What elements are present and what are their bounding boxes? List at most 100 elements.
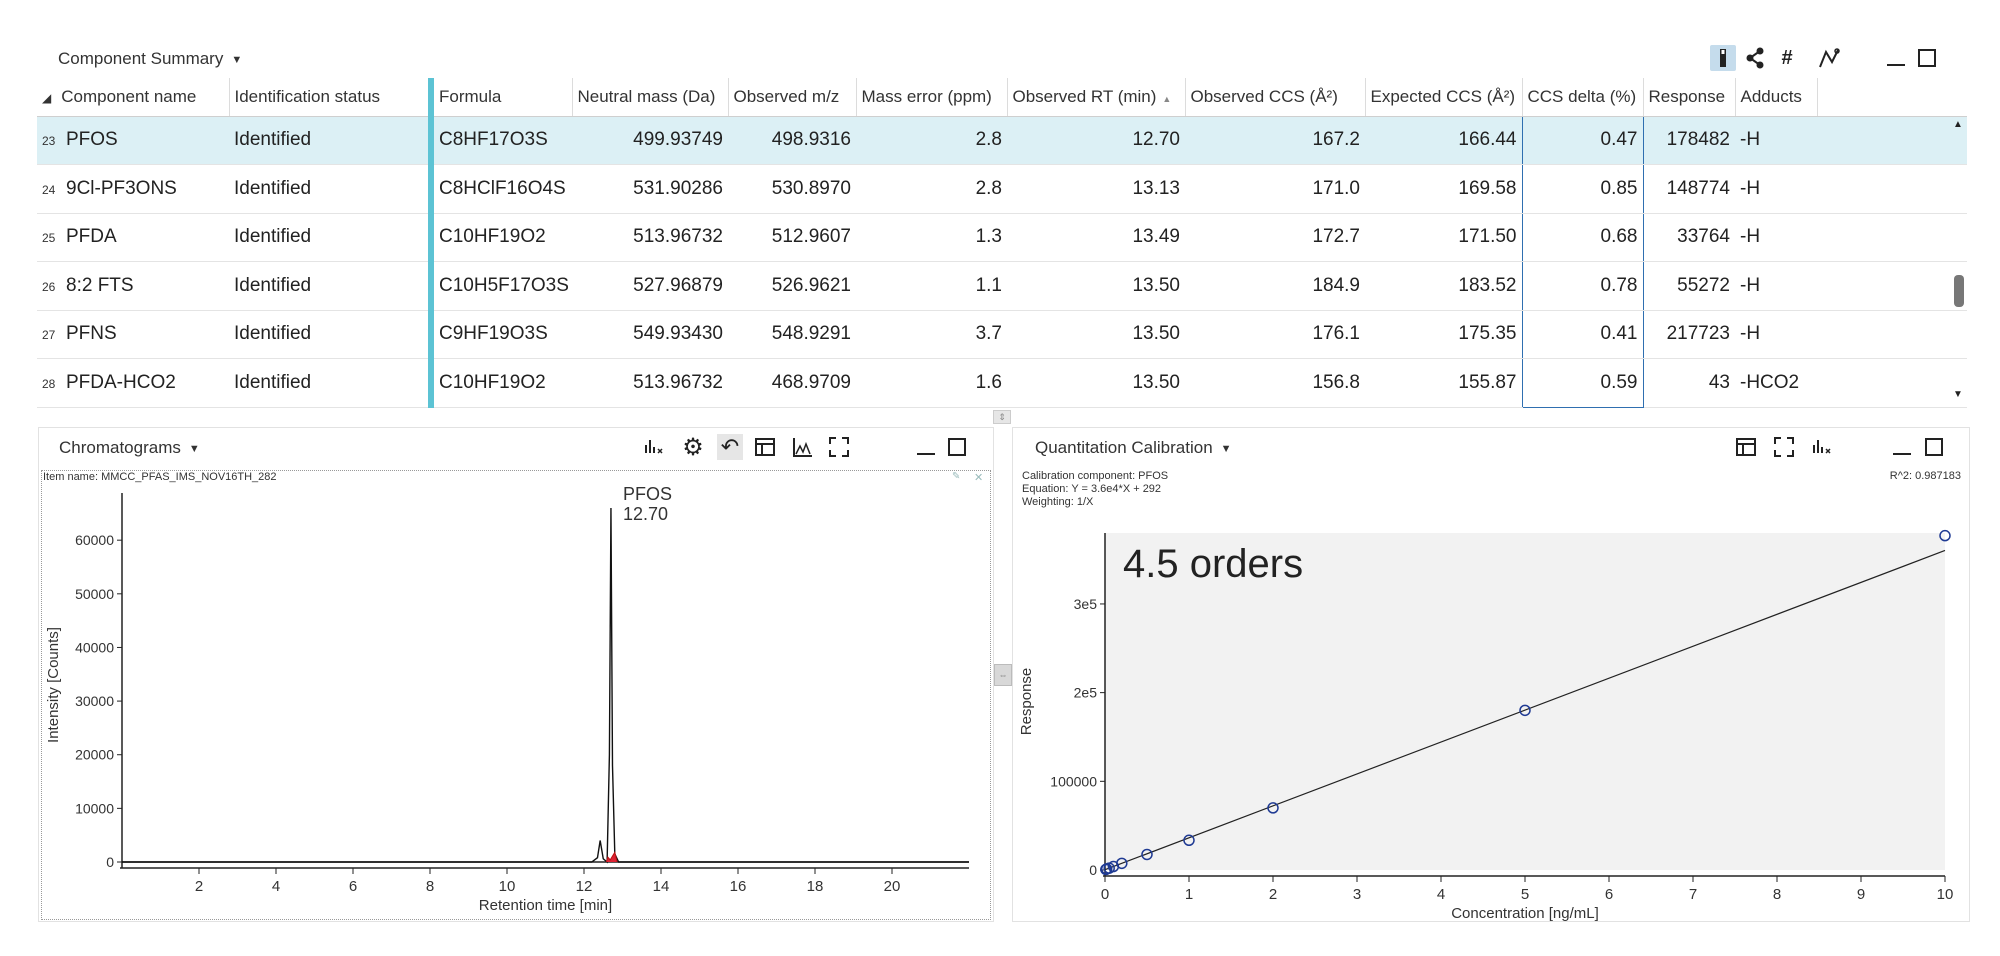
cell-adducts[interactable]: -H	[1735, 116, 1817, 165]
col-neutral-mass[interactable]: Neutral mass (Da)	[572, 78, 729, 117]
cell-component-name[interactable]: 28 PFDA-HCO2	[37, 358, 229, 408]
cell-adducts[interactable]: -H	[1735, 164, 1817, 214]
maximize-icon[interactable]	[1921, 434, 1947, 460]
peak-icon[interactable]	[640, 434, 666, 460]
cell-component-name[interactable]: 26 8:2 FTS	[37, 261, 229, 311]
scroll-up-icon[interactable]: ▲	[1953, 119, 1963, 130]
table-row[interactable]: 25 PFDA Identified C10HF19O2 513.96732 512.96…	[37, 213, 1967, 262]
cell-response[interactable]: 148774	[1643, 164, 1735, 214]
cell-observed-mz[interactable]: 530.8970	[728, 164, 856, 214]
trend-icon[interactable]	[1816, 45, 1842, 71]
chart-icon[interactable]	[790, 434, 816, 460]
cell-expected-ccs[interactable]: 175.35	[1365, 310, 1522, 359]
minimize-icon[interactable]	[913, 434, 939, 460]
cell-mass-error[interactable]: 2.8	[856, 164, 1007, 214]
cell-ccs-delta[interactable]: 0.47	[1521, 115, 1644, 165]
close-icon[interactable]: ✕	[974, 472, 984, 484]
table-row[interactable]: 27 PFNS Identified C9HF19O3S 549.93430 548.92…	[37, 310, 1967, 359]
table-row[interactable]: 24 9Cl-PF3ONS Identified C8HClF16O4S 531.902…	[37, 164, 1967, 214]
cell-response[interactable]: 33764	[1643, 213, 1735, 262]
cell-adducts[interactable]: -H	[1735, 213, 1817, 262]
cell-observed-rt[interactable]: 13.50	[1007, 261, 1185, 311]
minimize-icon[interactable]	[1889, 434, 1915, 460]
cell-component-name[interactable]: 24 9Cl-PF3ONS	[37, 164, 229, 214]
cell-response[interactable]: 217723	[1643, 310, 1735, 359]
cell-neutral-mass[interactable]: 527.96879	[572, 261, 728, 311]
cell-ccs-delta[interactable]: 0.59	[1521, 358, 1644, 408]
table-row[interactable]: 26 8:2 FTS Identified C10H5F17O3S 527.96879 5…	[37, 261, 1967, 311]
cell-mass-error[interactable]: 1.1	[856, 261, 1007, 311]
cell-identification-status[interactable]: Identified	[229, 310, 431, 359]
filter-icon[interactable]	[1710, 45, 1736, 71]
table-icon[interactable]	[752, 434, 778, 460]
cell-expected-ccs[interactable]: 155.87	[1365, 358, 1522, 408]
col-formula[interactable]: Formula	[428, 78, 573, 117]
cell-adducts[interactable]: -H	[1735, 310, 1817, 359]
cell-observed-ccs[interactable]: 176.1	[1185, 310, 1365, 359]
cell-neutral-mass[interactable]: 513.96732	[572, 358, 728, 408]
hash-icon[interactable]: #	[1781, 46, 1793, 69]
cell-response[interactable]: 43	[1643, 358, 1735, 408]
scroll-down-icon[interactable]: ▼	[1953, 389, 1963, 400]
cell-formula[interactable]: C10HF19O2	[428, 213, 572, 262]
chromatograms-title[interactable]: Chromatograms ▼	[59, 438, 200, 458]
peak-icon[interactable]	[1808, 434, 1834, 460]
cell-response[interactable]: 178482	[1643, 116, 1735, 165]
col-observed-ccs[interactable]: Observed CCS (Å²)	[1185, 78, 1366, 117]
table-row[interactable]: 23 PFOS Identified C8HF17O3S 499.93749 498.93…	[37, 115, 1967, 165]
cell-observed-rt[interactable]: 13.50	[1007, 310, 1185, 359]
cell-identification-status[interactable]: Identified	[229, 358, 431, 408]
cell-expected-ccs[interactable]: 171.50	[1365, 213, 1522, 262]
cell-component-name[interactable]: 27 PFNS	[37, 310, 229, 359]
cell-response[interactable]: 55272	[1643, 261, 1735, 311]
component-summary-title[interactable]: Component Summary ▼	[58, 49, 242, 69]
cell-ccs-delta[interactable]: 0.68	[1521, 213, 1644, 262]
cell-mass-error[interactable]: 1.3	[856, 213, 1007, 262]
maximize-icon[interactable]	[944, 434, 970, 460]
cell-identification-status[interactable]: Identified	[229, 261, 431, 311]
cell-formula[interactable]: C10HF19O2	[428, 358, 572, 408]
cell-neutral-mass[interactable]: 499.93749	[572, 116, 728, 165]
cell-observed-rt[interactable]: 13.49	[1007, 213, 1185, 262]
cell-ccs-delta[interactable]: 0.85	[1521, 164, 1644, 214]
cell-component-name[interactable]: 23 PFOS	[37, 116, 229, 165]
maximize-icon[interactable]	[1914, 45, 1940, 71]
cell-identification-status[interactable]: Identified	[229, 164, 431, 214]
cell-neutral-mass[interactable]: 549.93430	[572, 310, 728, 359]
cell-adducts[interactable]: -H	[1735, 261, 1817, 311]
cell-mass-error[interactable]: 1.6	[856, 358, 1007, 408]
cell-formula[interactable]: C8HF17O3S	[428, 116, 572, 165]
cell-observed-rt[interactable]: 13.50	[1007, 358, 1185, 408]
splitter-vertical-handle[interactable]: ⇔	[994, 664, 1012, 686]
col-component-name[interactable]: ◢ Component name	[37, 78, 230, 117]
expand-icon[interactable]	[826, 434, 852, 460]
splitter-horizontal-handle[interactable]: ⇕	[993, 410, 1011, 424]
gear-icon[interactable]: ⚙	[682, 433, 704, 461]
cell-formula[interactable]: C10H5F17O3S	[428, 261, 572, 311]
pin-icon[interactable]: ✎	[952, 471, 961, 482]
col-ccs-delta[interactable]: CCS delta (%)	[1522, 78, 1644, 117]
cell-observed-ccs[interactable]: 184.9	[1185, 261, 1365, 311]
cell-observed-ccs[interactable]: 156.8	[1185, 358, 1365, 408]
cell-observed-mz[interactable]: 548.9291	[728, 310, 856, 359]
cell-adducts[interactable]: -HCO2	[1735, 358, 1817, 408]
cell-identification-status[interactable]: Identified	[229, 116, 431, 165]
cell-observed-rt[interactable]: 13.13	[1007, 164, 1185, 214]
cell-ccs-delta[interactable]: 0.41	[1521, 310, 1644, 359]
cell-identification-status[interactable]: Identified	[229, 213, 431, 262]
cell-neutral-mass[interactable]: 531.90286	[572, 164, 728, 214]
expand-icon[interactable]	[1771, 434, 1797, 460]
cell-observed-mz[interactable]: 512.9607	[728, 213, 856, 262]
cell-formula[interactable]: C8HClF16O4S	[428, 164, 572, 214]
cell-observed-rt[interactable]: 12.70	[1007, 116, 1185, 165]
minimize-icon[interactable]	[1883, 45, 1909, 71]
cell-observed-mz[interactable]: 498.9316	[728, 116, 856, 165]
col-response[interactable]: Response	[1643, 78, 1736, 117]
col-adducts[interactable]: Adducts	[1735, 78, 1818, 117]
cell-expected-ccs[interactable]: 166.44	[1365, 116, 1522, 165]
cell-observed-mz[interactable]: 468.9709	[728, 358, 856, 408]
cell-observed-mz[interactable]: 526.9621	[728, 261, 856, 311]
share-icon[interactable]	[1742, 45, 1768, 71]
col-identification-status[interactable]: Identification status	[229, 78, 432, 117]
col-observed-mz[interactable]: Observed m/z	[728, 78, 857, 117]
